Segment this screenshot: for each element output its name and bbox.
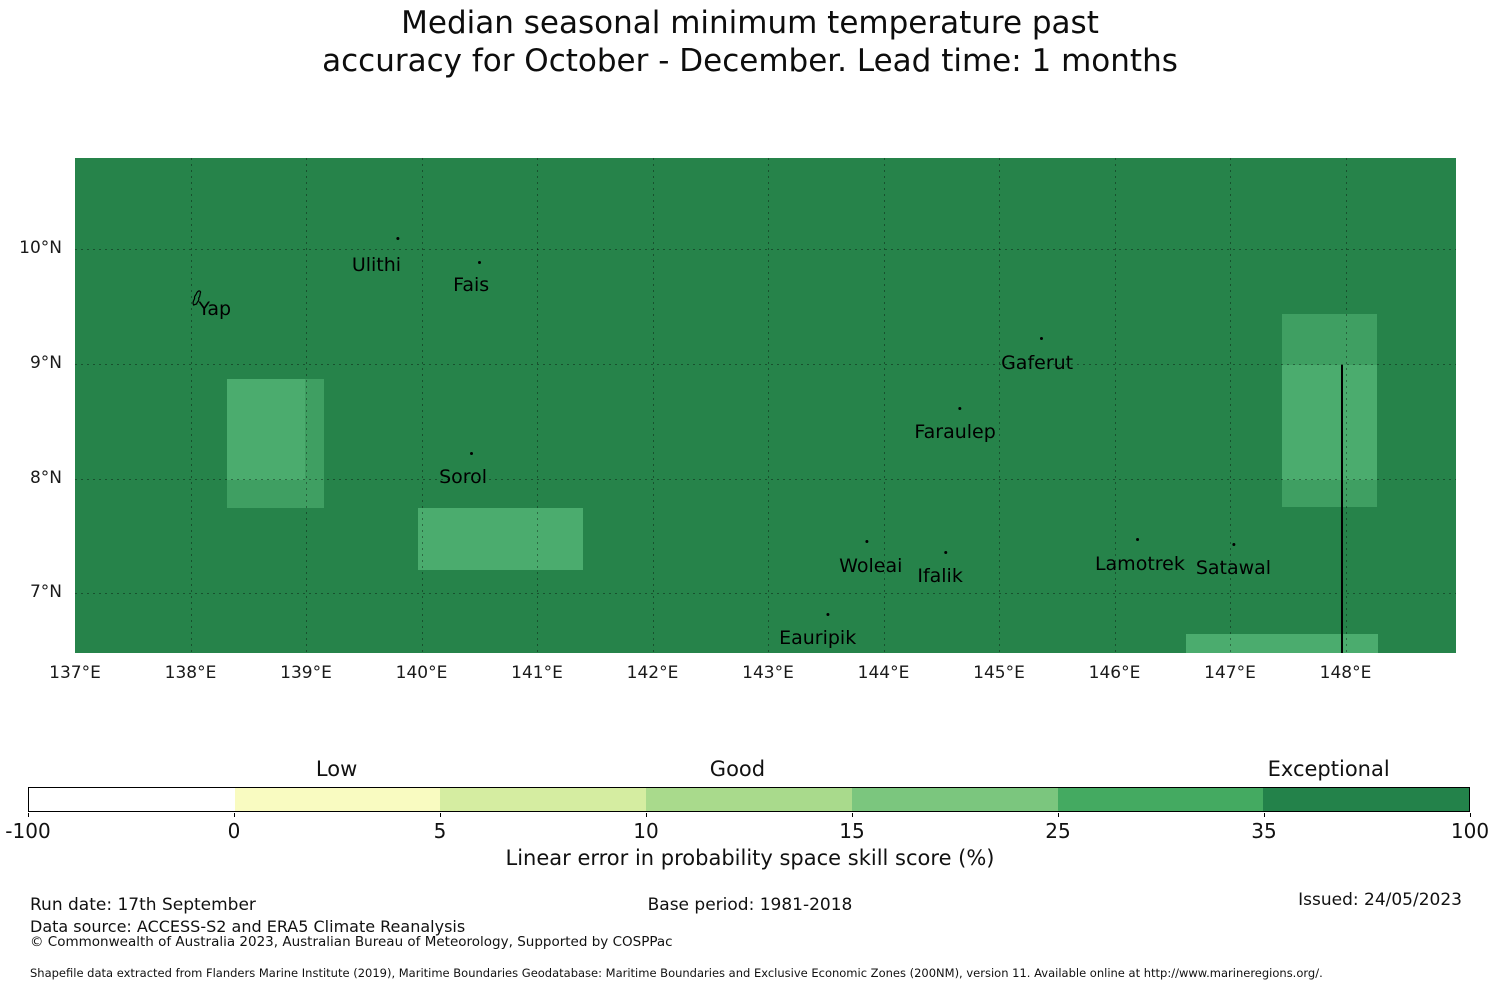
- gridline-lon-139: [306, 158, 307, 653]
- gridline-lat-9: [75, 363, 1456, 365]
- title-line-2: accuracy for October - December. Lead ti…: [322, 43, 1178, 79]
- x-tick-137e: 137°E: [49, 663, 101, 683]
- gridline-lon-141: [537, 158, 538, 653]
- colorbar: [28, 787, 1470, 812]
- island-label-gaferut: Gaferut: [1001, 336, 1073, 374]
- x-tick-140e: 140°E: [395, 663, 448, 683]
- island-label-lamotrek: Lamotrek: [1095, 537, 1185, 575]
- island-dot-faraulep: [958, 406, 962, 410]
- island-dot-eauripik: [826, 613, 830, 617]
- colorbar-tickmark-10: [646, 813, 647, 817]
- x-tick-139e: 139°E: [280, 663, 332, 683]
- base-period-text: Base period: 1981-2018: [647, 895, 853, 915]
- colorbar-segment-3: [646, 788, 852, 811]
- colorbar-tickmark-5: [440, 813, 441, 817]
- gridline-lat-10: [75, 249, 1456, 250]
- colorbar-segment-1: [234, 788, 441, 811]
- gridline-lon-144: [883, 158, 885, 653]
- colorbar-tick-label-100: 100: [1450, 819, 1490, 843]
- y-tick-10n: 10°N: [19, 238, 62, 258]
- gridline-lon-140: [421, 158, 423, 653]
- data-source-text: Data source: ACCESS-S2 and ERA5 Climate …: [30, 917, 466, 936]
- x-tick-147e: 147°E: [1204, 663, 1256, 683]
- title-line-1: Median seasonal minimum temperature past: [401, 5, 1099, 41]
- gridline-lon-138: [190, 158, 192, 653]
- gridline-lat-8: [75, 478, 1456, 480]
- copyright-text: © Commonwealth of Australia 2023, Austra…: [30, 934, 673, 950]
- colorbar-segment-0: [29, 788, 235, 811]
- x-tick-144e: 144°E: [857, 663, 910, 683]
- island-dot-ulithi: [396, 237, 400, 241]
- skill-cell-satawal-cell-core: [1281, 364, 1377, 480]
- island-label-eauripik: Eauripik: [779, 613, 856, 649]
- x-tick-142e: 142°E: [626, 663, 679, 683]
- island-label-woleai: Woleai: [839, 539, 902, 577]
- island-dot-satawal: [1232, 543, 1236, 547]
- map-area: Yap Ulithi Fais Sorol Gaferut Faraulep Woleai I…: [75, 158, 1456, 653]
- gridline-lon-142: [652, 158, 654, 653]
- island-dot-gaferut: [1040, 336, 1044, 340]
- colorbar-segment-2: [440, 788, 647, 811]
- colorbar-tickmark-35: [1264, 813, 1265, 817]
- island-label-yap: Yap: [192, 290, 231, 320]
- run-date-text: Run date: 17th September: [30, 895, 256, 915]
- colorbar-segment-5: [1057, 788, 1264, 811]
- colorbar-tickmark-0: [234, 813, 235, 817]
- island-dot-lamotrek: [1135, 537, 1139, 541]
- colorbar-tickmark-15: [852, 813, 853, 817]
- x-tick-146e: 146°E: [1088, 663, 1141, 683]
- eez-boundary-line: [1340, 364, 1343, 653]
- shapefile-attribution-text: Shapefile data extracted from Flanders M…: [30, 966, 1323, 980]
- gridline-lon-145: [999, 158, 1000, 653]
- colorbar-segment-4: [851, 788, 1058, 811]
- island-label-fais: Fais: [453, 260, 489, 296]
- island-dot-fais: [478, 260, 482, 264]
- x-tick-138e: 138°E: [164, 663, 217, 683]
- gridline-lon-143: [768, 158, 769, 653]
- skill-cell-southeast-strip: [1186, 633, 1378, 653]
- x-tick-145e: 145°E: [973, 663, 1025, 683]
- figure-title: Median seasonal minimum temperature past…: [0, 4, 1500, 80]
- colorbar-axis-label: Linear error in probability space skill …: [505, 846, 995, 870]
- skill-cell-sorol-cell: [418, 508, 584, 571]
- colorbar-tick-label-0: 0: [227, 819, 241, 843]
- colorbar-tick-label-10: 10: [633, 819, 659, 843]
- island-label-ulithi: Ulithi: [352, 237, 401, 276]
- y-tick-9n: 9°N: [29, 352, 62, 373]
- gridline-lat-7: [75, 593, 1456, 595]
- colorbar-segment-6: [1263, 788, 1470, 811]
- issued-date-text: Issued: 24/05/2023: [1298, 890, 1462, 910]
- colorbar-tickmark--100: [28, 813, 29, 817]
- y-tick-7n: 7°N: [29, 582, 62, 603]
- x-tick-143e: 143°E: [742, 663, 794, 683]
- colorbar-tickmark-100: [1470, 813, 1471, 817]
- colorbar-tick-label-5: 5: [433, 819, 447, 843]
- island-label-sorol: Sorol: [439, 452, 487, 488]
- colorbar-category-good: Good: [709, 757, 766, 781]
- colorbar-category-low: Low: [315, 757, 358, 781]
- island-label-faraulep: Faraulep: [914, 406, 996, 443]
- island-dot-ifalik: [944, 551, 948, 555]
- colorbar-tick-label-15: 15: [839, 819, 865, 843]
- island-dot-woleai: [865, 539, 869, 543]
- gridline-lon-147: [1230, 158, 1231, 653]
- yap-island-shape: [192, 290, 202, 306]
- y-tick-8n: 8°N: [29, 467, 62, 488]
- colorbar-tickmark-25: [1058, 813, 1059, 817]
- skill-cell-yap-cell-core: [227, 378, 305, 480]
- island-label-satawal: Satawal: [1196, 543, 1271, 579]
- island-dot-sorol: [470, 452, 474, 456]
- colorbar-tick-label-25: 25: [1045, 819, 1071, 843]
- colorbar-tick-label--100: -100: [5, 819, 51, 843]
- x-tick-148e: 148°E: [1319, 663, 1372, 683]
- island-label-ifalik: Ifalik: [917, 551, 963, 587]
- colorbar-category-exceptional: Exceptional: [1267, 757, 1390, 781]
- colorbar-tick-label-35: 35: [1251, 819, 1277, 843]
- x-tick-141e: 141°E: [511, 663, 563, 683]
- gridline-lon-148: [1345, 158, 1347, 653]
- gridline-lon-146: [1114, 158, 1116, 653]
